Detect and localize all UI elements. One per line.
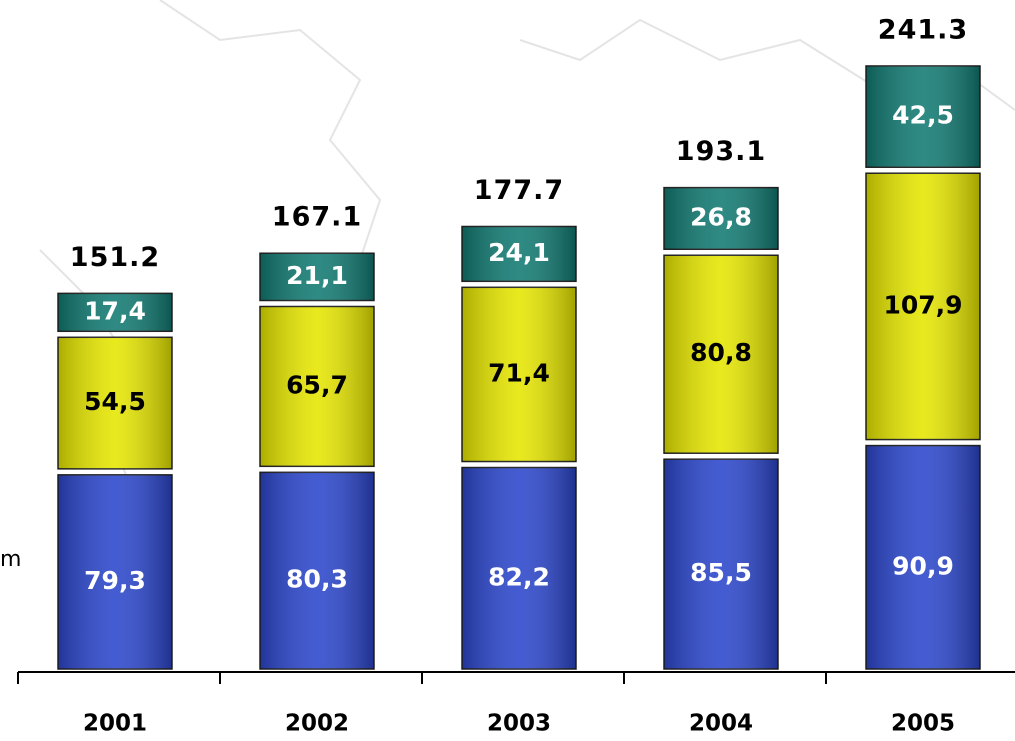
value-label: 80,3	[286, 565, 348, 594]
value-label: 17,4	[84, 296, 146, 325]
value-label: 21,1	[286, 261, 348, 290]
bar-shade	[866, 445, 980, 669]
value-label: 24,1	[488, 238, 550, 267]
bar-shade	[664, 187, 778, 250]
bar-shade	[260, 472, 374, 669]
value-label: 26,8	[690, 202, 752, 231]
total-label: 193.1	[676, 136, 766, 167]
value-label: 80,8	[690, 338, 752, 367]
bar-shade	[866, 65, 980, 168]
total-label: 177.7	[474, 175, 564, 206]
total-label: 167.1	[272, 202, 362, 233]
x-tick-label: 2004	[689, 711, 753, 737]
bar-shade	[866, 173, 980, 440]
value-label: 85,5	[690, 558, 752, 587]
value-label: 107,9	[883, 290, 962, 319]
x-tick-label: 2005	[891, 711, 955, 737]
value-label: 79,3	[84, 566, 146, 595]
x-tick-label: 2002	[285, 711, 349, 737]
bar-shade	[462, 226, 576, 282]
value-label: 42,5	[892, 101, 954, 130]
bar-shade	[664, 459, 778, 669]
bar-shade	[58, 293, 172, 332]
total-label: 151.2	[70, 242, 160, 273]
bar-shade	[260, 306, 374, 467]
bar-shade	[58, 337, 172, 469]
value-label: 82,2	[488, 562, 550, 591]
bar-shade	[664, 255, 778, 454]
value-label: 71,4	[488, 358, 550, 387]
value-label: 65,7	[286, 370, 348, 399]
bar-shade	[58, 474, 172, 669]
x-tick-label: 2003	[487, 711, 551, 737]
x-tick-label: 2001	[83, 711, 147, 737]
bar-shade	[462, 467, 576, 669]
bar-shade	[462, 287, 576, 462]
value-label: 54,5	[84, 387, 146, 416]
value-label: 90,9	[892, 551, 954, 580]
total-label: 241.3	[878, 14, 968, 45]
annotation: m	[0, 547, 21, 572]
bar-shade	[260, 253, 374, 301]
